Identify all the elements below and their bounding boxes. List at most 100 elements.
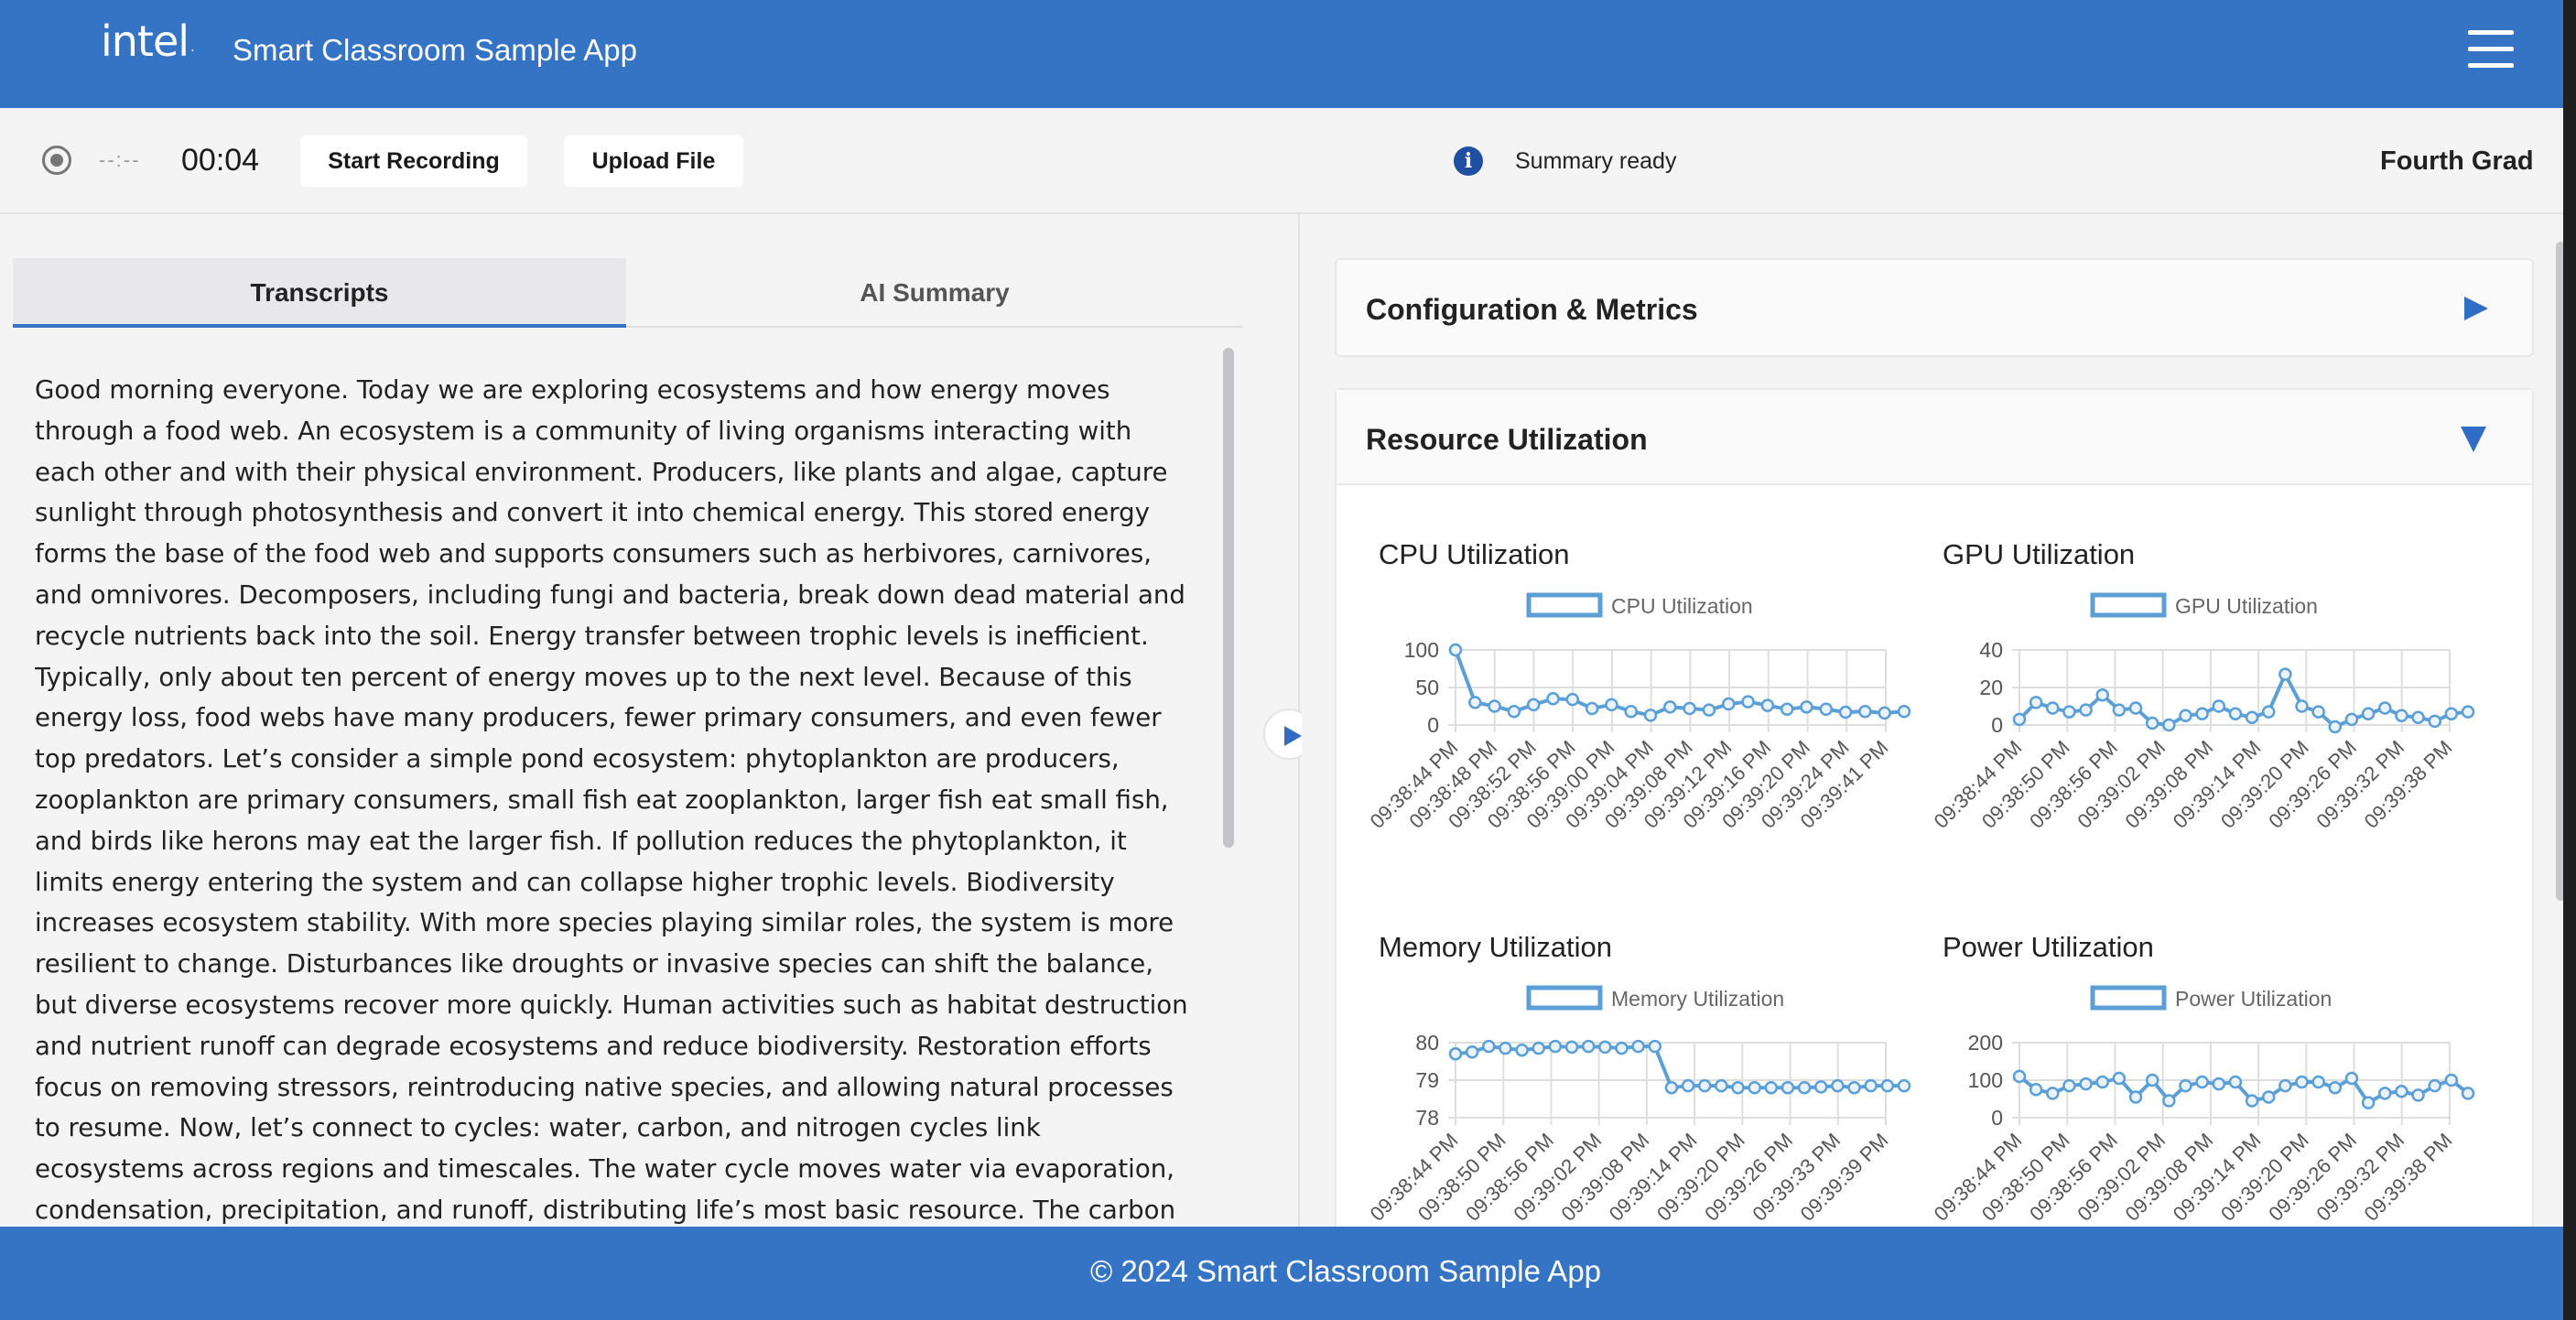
data-point (2195, 707, 2209, 720)
configuration-metrics-header[interactable]: Configuration & Metrics (1337, 260, 2532, 359)
grade-label[interactable]: Fourth Grad (2380, 146, 2534, 176)
data-point (1648, 1039, 1662, 1054)
data-point (2029, 1083, 2043, 1097)
data-point (2378, 1087, 2392, 1100)
data-point (1722, 697, 1736, 711)
data-point (2062, 705, 2076, 719)
data-point (1780, 1080, 1795, 1095)
collapse-arrow-icon[interactable] (2461, 427, 2486, 452)
cpu-chart-title: CPU Utilization (1379, 538, 1570, 570)
upload-file-button[interactable]: Upload File (564, 135, 743, 187)
data-point (1548, 1039, 1563, 1054)
data-point (2212, 699, 2226, 713)
data-point (1624, 704, 1638, 719)
data-point (2428, 714, 2441, 729)
data-point (1631, 1039, 1645, 1054)
data-point (1702, 703, 1716, 717)
expand-arrow-icon[interactable] (2464, 297, 2488, 320)
data-point (1664, 1080, 1679, 1095)
data-point (1897, 1078, 1911, 1093)
data-point (1897, 704, 1911, 719)
data-point (1819, 702, 1834, 717)
data-point (2328, 1080, 2343, 1095)
data-point (1681, 1078, 1695, 1093)
data-point (1615, 1041, 1629, 1055)
data-point (2344, 1071, 2359, 1086)
data-point (2444, 1073, 2459, 1087)
resource-utilization-section: Resource Utilization CPU Utilization CPU… (1335, 388, 2534, 1227)
y-tick-label: 80 (1415, 1031, 1439, 1055)
y-tick-label: 40 (1979, 638, 2003, 662)
tab-transcripts[interactable]: Transcripts (13, 258, 626, 328)
memory-chart-title: Memory Utilization (1379, 931, 1612, 963)
configuration-metrics-title: Configuration & Metrics (1366, 293, 1698, 326)
y-tick-label: 0 (1427, 713, 1439, 737)
y-tick-label: 100 (1968, 1068, 2003, 1092)
elapsed-placeholder: --:-- (99, 148, 141, 171)
transcript-scrollbar-thumb[interactable] (1223, 348, 1234, 848)
data-point (1565, 692, 1580, 707)
series-line (1454, 649, 1905, 718)
data-point (2245, 710, 2259, 725)
data-point (1465, 1045, 1479, 1059)
data-point (1858, 704, 1872, 719)
top-navbar: intel. Smart Classroom Sample App (0, 0, 2576, 108)
data-point (1663, 700, 1677, 714)
data-point (1831, 1078, 1845, 1093)
data-point (2228, 707, 2243, 720)
data-point (1515, 1043, 1529, 1057)
data-point (2162, 1094, 2176, 1108)
data-point (1838, 705, 1853, 720)
data-point (2046, 701, 2060, 715)
data-point (2395, 1085, 2408, 1098)
recording-timer: 00:04 (181, 143, 260, 178)
data-point (2112, 1071, 2127, 1086)
footer-copyright: © 2024 Smart Classroom Sample App (1089, 1254, 1602, 1288)
footer: © 2024 Smart Classroom Sample App (0, 1227, 2563, 1320)
intel-logo: intel. (101, 16, 195, 66)
info-icon: i (1454, 146, 1483, 176)
data-point (2278, 1078, 2292, 1093)
data-point (2311, 1075, 2325, 1089)
data-point (1598, 1040, 1612, 1055)
data-point (1864, 1078, 1878, 1093)
data-point (1880, 1078, 1895, 1093)
series-line (1455, 1044, 1904, 1090)
data-point (2112, 703, 2127, 717)
metrics-scrollbar[interactable] (2556, 242, 2565, 901)
resource-utilization-title: Resource Utilization (1366, 423, 1648, 456)
record-icon[interactable] (42, 146, 71, 175)
tab-ai-summary[interactable]: AI Summary (626, 258, 1243, 328)
data-point (1748, 1080, 1761, 1095)
data-point (1643, 709, 1658, 722)
data-point (2012, 712, 2027, 727)
y-tick-label: 79 (1415, 1068, 1439, 1092)
y-tick-label: 0 (1991, 1106, 2003, 1130)
start-recording-button[interactable]: Start Recording (300, 135, 527, 187)
data-point (1847, 1080, 1861, 1095)
series-line (2018, 1075, 2470, 1106)
data-point (1532, 1041, 1545, 1055)
data-point (2361, 1096, 2376, 1109)
data-point (1697, 1078, 1712, 1093)
resource-utilization-header[interactable]: Resource Utilization (1337, 390, 2532, 485)
data-point (2344, 712, 2359, 727)
hamburger-menu-icon[interactable] (2468, 30, 2514, 69)
data-point (1546, 692, 1560, 706)
y-tick-label: 200 (1968, 1031, 2003, 1055)
data-point (1797, 1080, 1812, 1095)
data-point (1499, 1041, 1512, 1055)
data-point (1468, 696, 1482, 709)
data-point (1526, 698, 1541, 712)
data-point (2295, 1075, 2309, 1089)
data-point (1564, 1040, 1579, 1055)
data-point (2079, 703, 2093, 717)
data-point (1683, 701, 1696, 716)
data-point (1448, 643, 1463, 657)
data-point (1741, 695, 1755, 709)
data-point (2179, 1078, 2192, 1093)
data-point (2461, 705, 2475, 719)
data-point (2278, 667, 2292, 681)
legend-swatch (1526, 592, 1603, 618)
